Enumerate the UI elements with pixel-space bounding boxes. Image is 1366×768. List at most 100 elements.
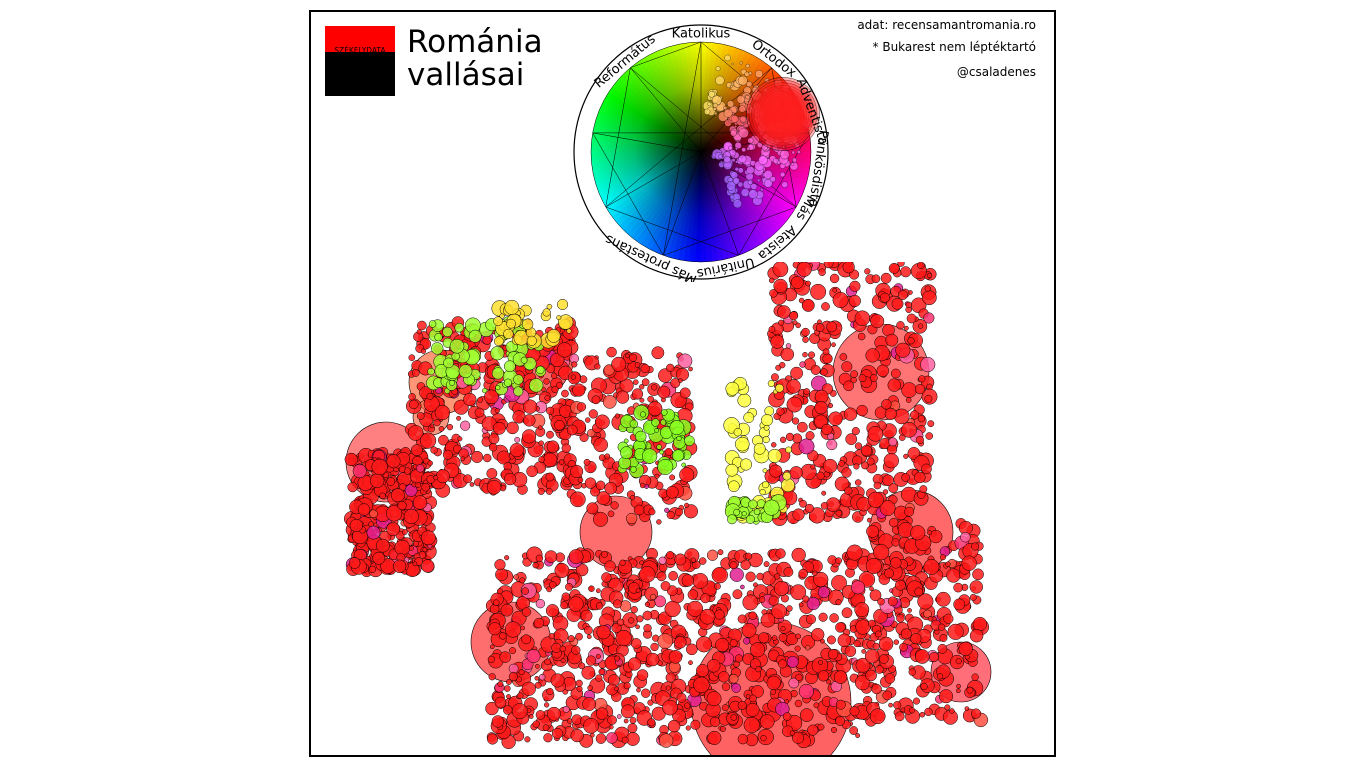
settlement-bubble [641,378,650,387]
settlement-bubble [817,586,830,599]
settlement-bubble [493,316,503,326]
settlement-bubble [521,607,532,617]
wheel-dot [748,189,758,199]
logo-red-block [325,26,395,52]
settlement-bubble [685,725,691,731]
settlement-bubble [642,610,653,621]
settlement-bubble [636,687,641,693]
settlement-bubble [520,356,528,364]
wheel-dot [731,62,734,66]
settlement-bubble [758,632,770,644]
settlement-bubble [392,559,407,573]
settlement-bubble [665,685,671,691]
settlement-bubble [789,730,795,736]
settlement-bubble [595,733,607,744]
settlement-bubble [798,297,805,304]
settlement-bubble [417,320,427,331]
settlement-bubble [412,495,428,510]
settlement-bubble [521,681,536,696]
settlement-bubble [740,584,745,590]
wheel-dot [730,115,739,123]
settlement-bubble [543,378,550,385]
settlement-bubble [575,563,589,577]
settlement-bubble [523,414,536,427]
settlement-bubble [551,727,563,739]
settlement-bubble [843,407,858,421]
settlement-bubble [408,393,416,401]
settlement-bubble [488,433,500,445]
settlement-bubble [929,529,943,544]
settlement-bubble [790,366,803,380]
settlement-bubble [488,673,496,681]
wheel-dot [746,147,750,151]
settlement-bubble [820,368,828,376]
settlement-bubble [654,428,659,433]
settlement-bubble [422,547,428,553]
settlement-bubble [494,559,506,571]
settlement-bubble [826,635,836,645]
logo-black-block [325,52,395,96]
settlement-bubble [546,406,555,415]
settlement-bubble [882,489,889,495]
settlement-bubble [561,389,569,398]
wheel-dot [734,142,742,149]
wheel-dot [781,181,788,188]
settlement-bubble [767,380,775,388]
settlement-bubble [570,374,577,380]
settlement-bubble [431,342,444,355]
settlement-bubble [586,502,599,515]
settlement-bubble [893,408,910,425]
settlement-bubble [604,453,611,460]
settlement-bubble [690,557,696,563]
settlement-bubble [855,619,871,635]
settlement-bubble [743,637,751,645]
settlement-bubble [873,544,890,561]
wheel-dot [764,179,773,188]
settlement-bubble [626,512,638,525]
settlement-bubble [546,303,553,310]
settlement-bubble [684,435,695,447]
settlement-bubble [945,561,951,567]
settlement-bubble [521,429,537,444]
settlement-bubble [620,704,635,719]
settlement-bubble [668,650,683,664]
settlement-bubble [849,280,861,292]
settlement-bubble [615,629,632,647]
settlement-bubble [526,465,538,478]
logo-brand-text: SZÉKELYDATA [334,46,386,55]
settlement-bubble [661,409,668,416]
settlement-bubble [971,542,980,551]
settlement-bubble [486,468,498,479]
settlement-bubble [635,624,640,630]
settlement-bubble [664,600,681,618]
settlement-bubble [614,686,619,692]
settlement-bubble [595,674,603,682]
settlement-bubble [504,621,522,638]
settlement-bubble [939,689,954,704]
settlement-bubble [521,634,532,645]
wheel-dot [740,188,750,197]
settlement-bubble [737,701,747,710]
wheel-dot [713,107,717,111]
settlement-bubble [888,437,898,447]
wheel-dot [750,183,758,190]
settlement-bubble [762,481,770,489]
settlement-bubble [505,679,512,685]
settlement-bubble [929,652,940,662]
settlement-bubble [532,720,540,728]
settlement-bubble [790,276,804,290]
wheel-dot [738,75,748,86]
settlement-bubble [792,417,800,425]
settlement-bubble [659,733,674,748]
settlement-bubble [919,711,926,718]
settlement-bubble [503,360,516,373]
settlement-bubble [789,466,803,480]
settlement-bubble [939,634,948,642]
settlement-bubble [608,724,614,730]
settlement-bubble [808,351,816,359]
settlement-bubble [798,438,815,455]
settlement-bubble [427,460,433,466]
settlement-bubble [534,681,542,689]
settlement-bubble [482,335,492,345]
settlement-bubble [641,688,651,698]
